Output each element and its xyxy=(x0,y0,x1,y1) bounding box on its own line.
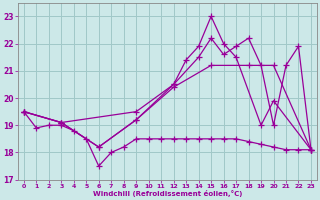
X-axis label: Windchill (Refroidissement éolien,°C): Windchill (Refroidissement éolien,°C) xyxy=(93,190,242,197)
